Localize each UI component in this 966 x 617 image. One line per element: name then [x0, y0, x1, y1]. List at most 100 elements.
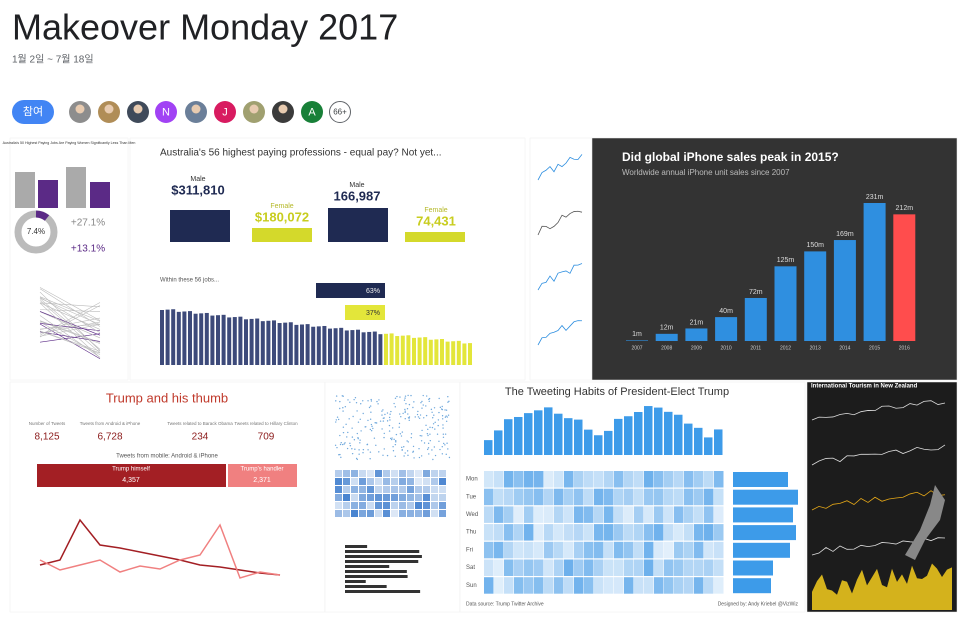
join-button-bg[interactable]	[12, 100, 54, 124]
thumb-cell	[554, 471, 564, 488]
thumb-cell	[423, 502, 430, 509]
thumb-dot	[444, 444, 446, 446]
thumb-dot	[423, 417, 425, 419]
member-avatar[interactable]	[301, 101, 323, 123]
thumb-dot	[346, 447, 349, 450]
thumb-cell	[714, 506, 724, 523]
thumb-dot	[439, 406, 442, 409]
join-button-label[interactable]: 참여	[23, 105, 43, 118]
row-label: Sun	[466, 583, 477, 589]
thumb-cell	[674, 488, 684, 506]
thumb-cell	[654, 559, 664, 576]
thumb-cell	[367, 486, 374, 493]
thumb-dot	[442, 436, 445, 439]
thumb-cell	[524, 577, 534, 594]
thumb-dot	[351, 427, 353, 429]
thumb-line	[39, 320, 101, 344]
row-label: Tue	[466, 494, 477, 500]
thumb-title: Did global iPhone sales peak in 2015?	[622, 150, 839, 164]
thumb-cell	[391, 502, 398, 509]
thumb-cell	[399, 486, 406, 493]
member-avatar-face[interactable]	[249, 104, 259, 114]
thumb-cell	[624, 577, 634, 594]
more-members[interactable]	[329, 101, 351, 123]
thumb-cell	[554, 488, 564, 506]
thumb-number: 6,728	[97, 432, 122, 443]
thumb-dot	[403, 455, 405, 457]
member-avatar-face[interactable]	[75, 104, 85, 114]
thumb-dot	[434, 421, 436, 424]
thumb-bar	[228, 464, 297, 487]
thumb-dot	[362, 412, 364, 415]
thumb-bar	[733, 525, 796, 541]
thumb-dot	[428, 400, 430, 402]
thumb-label: Female	[424, 207, 447, 214]
thumb-dot	[356, 432, 359, 435]
thumb-cell	[484, 506, 494, 523]
bar-label: 40m	[719, 308, 733, 315]
thumb-dot	[342, 410, 344, 412]
thumb-cell	[439, 478, 446, 485]
thumb-dot	[378, 451, 380, 453]
member-avatar-face[interactable]	[104, 104, 114, 114]
thumb-number: 166,987	[334, 188, 381, 203]
thumb-cell	[694, 541, 704, 559]
thumb-dot	[383, 432, 385, 435]
member-avatar[interactable]	[214, 101, 236, 123]
thumb-cell	[524, 488, 534, 506]
thumb-cell	[367, 510, 374, 517]
thumb-cell	[684, 471, 694, 488]
thumb-dot	[431, 449, 433, 451]
join-button[interactable]: 참여	[12, 100, 54, 124]
thumb-area	[812, 563, 952, 610]
thumb-cell	[439, 510, 446, 517]
thumb-cell	[423, 470, 430, 477]
thumb-cell	[351, 478, 358, 485]
thumb-line	[39, 333, 101, 343]
thumb-dot	[367, 449, 369, 451]
x-tick-label: 2013	[810, 345, 821, 351]
thumb-bar	[37, 464, 226, 487]
thumb-dot	[356, 458, 359, 461]
thumb-cell	[534, 524, 544, 541]
thumb-cell	[674, 541, 684, 559]
member-avatar-face[interactable]	[133, 104, 143, 114]
thumb-line	[537, 154, 583, 181]
thumb-dot	[426, 448, 429, 451]
thumb-dot	[444, 433, 447, 435]
photo-thumbnail[interactable]	[9, 381, 326, 613]
thumb-dot	[383, 436, 385, 439]
thumb-cell	[335, 486, 342, 493]
thumb-dot	[445, 453, 447, 456]
thumb-dot	[394, 397, 397, 400]
thumb-cell	[574, 471, 584, 488]
photo-thumbnail[interactable]	[529, 137, 593, 381]
member-avatar[interactable]	[155, 101, 177, 123]
member-avatar-face[interactable]	[191, 104, 201, 114]
thumb-line	[39, 523, 281, 579]
thumb-dot	[401, 446, 403, 449]
thumb-dot	[413, 401, 415, 403]
thumb-cell	[564, 559, 574, 576]
member-avatar-face[interactable]	[278, 104, 288, 114]
thumb-bar	[260, 321, 265, 365]
thumb-cell	[554, 577, 564, 594]
thumb-dot	[377, 403, 379, 405]
thumb-cell	[554, 559, 564, 576]
thumb-cell	[343, 470, 350, 477]
thumb-bar	[733, 489, 798, 505]
thumb-cell	[343, 502, 350, 509]
thumb-cell	[439, 486, 446, 493]
thumb-dot	[431, 426, 434, 429]
thumb-dot	[404, 395, 407, 397]
thumb-dot	[404, 410, 406, 412]
thumb-cell	[604, 524, 614, 541]
thumb-dot	[413, 457, 415, 459]
thumb-dot	[403, 399, 406, 401]
thumb-dot	[439, 448, 441, 451]
thumb-dot	[370, 423, 373, 426]
thumb-dot	[335, 400, 337, 402]
thumb-cell	[359, 478, 366, 485]
thumb-cell	[574, 524, 584, 541]
thumb-dot	[389, 437, 392, 440]
